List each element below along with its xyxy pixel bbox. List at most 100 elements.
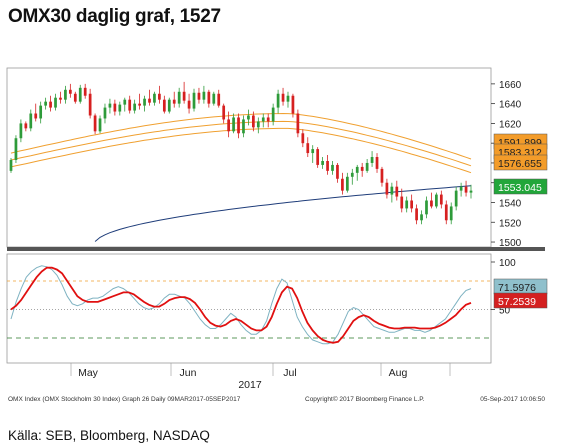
candle-body <box>435 194 438 207</box>
candle-body <box>316 149 320 165</box>
candle-body <box>301 133 305 144</box>
candle-body <box>370 157 374 163</box>
candle-body <box>425 200 428 215</box>
candle-body <box>19 123 23 139</box>
ma-line <box>94 185 472 242</box>
candle-body <box>276 93 280 108</box>
candle-body <box>256 121 260 128</box>
candle-body <box>444 204 448 221</box>
candle-body <box>439 194 443 205</box>
y-tick-label: 1520 <box>499 218 522 229</box>
candle-body <box>98 118 102 132</box>
candle-body <box>202 91 206 100</box>
candle-body <box>39 105 43 119</box>
footer-left-text: OMX Index (OMX Stockholm 30 Index) Graph… <box>8 396 241 403</box>
price-tag-label: 1576.655 <box>498 158 542 170</box>
candle-body <box>9 159 13 171</box>
candle-body <box>385 182 389 195</box>
candle-body <box>410 200 414 209</box>
candle-body <box>133 103 137 111</box>
candle-body <box>415 208 418 221</box>
band-upper <box>10 112 472 160</box>
candle-body <box>217 93 221 106</box>
candle-body <box>271 107 275 122</box>
candle-body <box>252 115 255 128</box>
x-month-label: Aug <box>389 367 408 379</box>
stoch-y-tick-label: 50 <box>499 306 511 317</box>
candle-body <box>286 95 290 102</box>
candle-body <box>54 97 57 108</box>
candle-body <box>93 115 97 132</box>
candle-body <box>29 113 33 129</box>
candle-body <box>247 115 250 120</box>
candle-body <box>118 104 122 112</box>
candle-body <box>113 103 117 112</box>
band-middle <box>10 120 472 167</box>
candle-body <box>212 93 216 104</box>
y-tick-label: 1500 <box>499 238 522 249</box>
y-tick-label: 1640 <box>499 100 522 111</box>
candle-body <box>321 160 324 165</box>
candle-body <box>281 93 285 102</box>
candle-body <box>306 143 310 154</box>
price-tag-label: 1553.045 <box>498 182 542 194</box>
panel-divider <box>7 247 545 251</box>
candle-body <box>177 91 181 104</box>
candle-body <box>464 186 468 193</box>
x-month-label: May <box>78 367 99 379</box>
candle-body <box>88 93 92 116</box>
stoch-d-line <box>10 266 472 344</box>
candle-body <box>172 99 176 104</box>
candle-body <box>365 162 369 171</box>
stoch-tag <box>493 292 548 309</box>
stoch-tag-label: 71.5976 <box>498 282 536 294</box>
candle-body <box>400 196 404 209</box>
band-lower <box>10 127 472 174</box>
candle-body <box>123 99 127 105</box>
candle-body <box>44 101 47 106</box>
stoch-y-tick-label: 100 <box>499 258 516 269</box>
candle-body <box>454 190 458 207</box>
candle-body <box>24 123 28 129</box>
y-tick-label: 1660 <box>499 80 522 91</box>
candle-body <box>108 103 112 108</box>
candle-body <box>59 97 62 100</box>
footer-timestamp-text: 05-Sep-2017 10:06:50 <box>480 396 545 403</box>
candle-body <box>73 93 77 102</box>
candle-body <box>143 98 146 106</box>
source-line: Källa: SEB, Bloomberg, NASDAQ <box>8 428 210 443</box>
candle-body <box>380 168 384 183</box>
candle-body <box>345 176 349 191</box>
candle-body <box>197 92 201 100</box>
candle-body <box>192 92 196 109</box>
candle-body <box>430 200 433 207</box>
candle-body <box>182 91 186 101</box>
candle-body <box>449 206 453 221</box>
chart-title: OMX30 daglig graf, 1527 <box>8 6 221 27</box>
price-tag <box>493 178 548 195</box>
candle-body <box>341 178 344 191</box>
candle-body <box>103 107 107 119</box>
candle-body <box>291 95 295 114</box>
y-tick-label: 1540 <box>499 198 522 209</box>
footer-copyright-text: Copyright© 2017 Bloomberg Finance L.P. <box>305 395 425 403</box>
candle-body <box>336 164 339 179</box>
price-tag <box>493 154 548 171</box>
candle-body <box>148 98 151 103</box>
candle-body <box>207 91 211 104</box>
x-month-label: Jun <box>180 367 197 379</box>
candle-body <box>14 138 18 160</box>
candle-body <box>311 149 315 154</box>
candle-body <box>242 119 245 134</box>
candle-body <box>261 117 265 122</box>
candle-body <box>350 172 354 177</box>
candle-body <box>222 105 226 120</box>
candle-body <box>266 117 270 122</box>
candle-body <box>83 87 87 96</box>
candle-body <box>64 89 67 100</box>
candle-body <box>390 186 394 195</box>
x-month-label: Jul <box>283 367 296 379</box>
candle-body <box>187 100 191 109</box>
x-year-label: 2017 <box>238 379 262 391</box>
candle-body <box>232 117 235 132</box>
